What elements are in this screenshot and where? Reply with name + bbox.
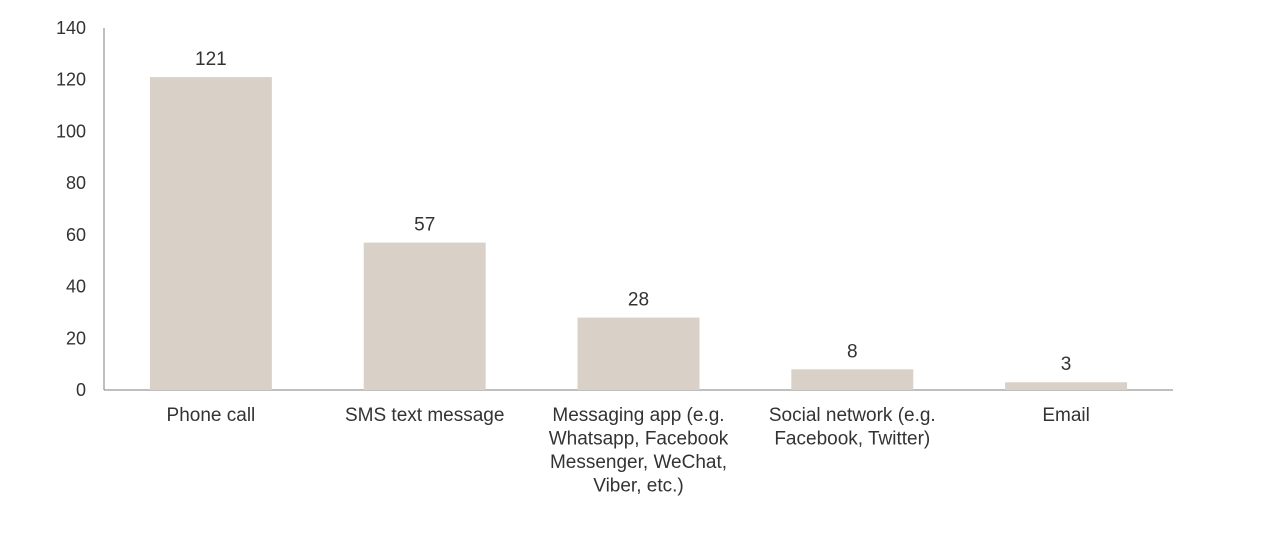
bars bbox=[149, 77, 1128, 390]
y-tick-label: 120 bbox=[56, 70, 86, 90]
data-label: 121 bbox=[195, 49, 227, 70]
y-tick-label: 100 bbox=[56, 121, 86, 141]
category-label: Phone call bbox=[167, 405, 256, 426]
category-label: Messaging app (e.g. bbox=[552, 405, 724, 426]
bar bbox=[149, 77, 272, 390]
category-labels: Phone call SMS text message Messaging app … bbox=[167, 405, 1090, 497]
y-tick-label: 140 bbox=[56, 18, 86, 38]
y-axis: 0 20 40 60 80 100 120 140 bbox=[56, 18, 105, 400]
y-tick-label: 60 bbox=[66, 225, 86, 245]
category-label: Viber, etc.) bbox=[593, 476, 683, 497]
bar bbox=[577, 317, 700, 390]
category-label: Facebook, Twitter) bbox=[774, 429, 930, 450]
category-label: Social network (e.g. bbox=[769, 405, 936, 426]
data-label: 3 bbox=[1061, 354, 1072, 375]
bar bbox=[1005, 382, 1128, 390]
category-label: Email bbox=[1042, 405, 1090, 426]
category-label: SMS text message bbox=[345, 405, 504, 426]
bar bbox=[791, 369, 914, 390]
data-labels: 121 57 28 8 3 bbox=[195, 49, 1071, 375]
category-label: Whatsapp, Facebook bbox=[549, 429, 729, 450]
data-label: 57 bbox=[414, 215, 435, 236]
y-tick-label: 80 bbox=[66, 173, 86, 193]
y-tick-label: 0 bbox=[76, 380, 86, 400]
data-label: 28 bbox=[628, 290, 649, 311]
category-label: Messenger, WeChat, bbox=[550, 452, 727, 473]
y-tick-label: 40 bbox=[66, 277, 86, 297]
bar bbox=[363, 242, 486, 390]
y-tick-label: 20 bbox=[66, 328, 86, 348]
data-label: 8 bbox=[847, 341, 858, 362]
